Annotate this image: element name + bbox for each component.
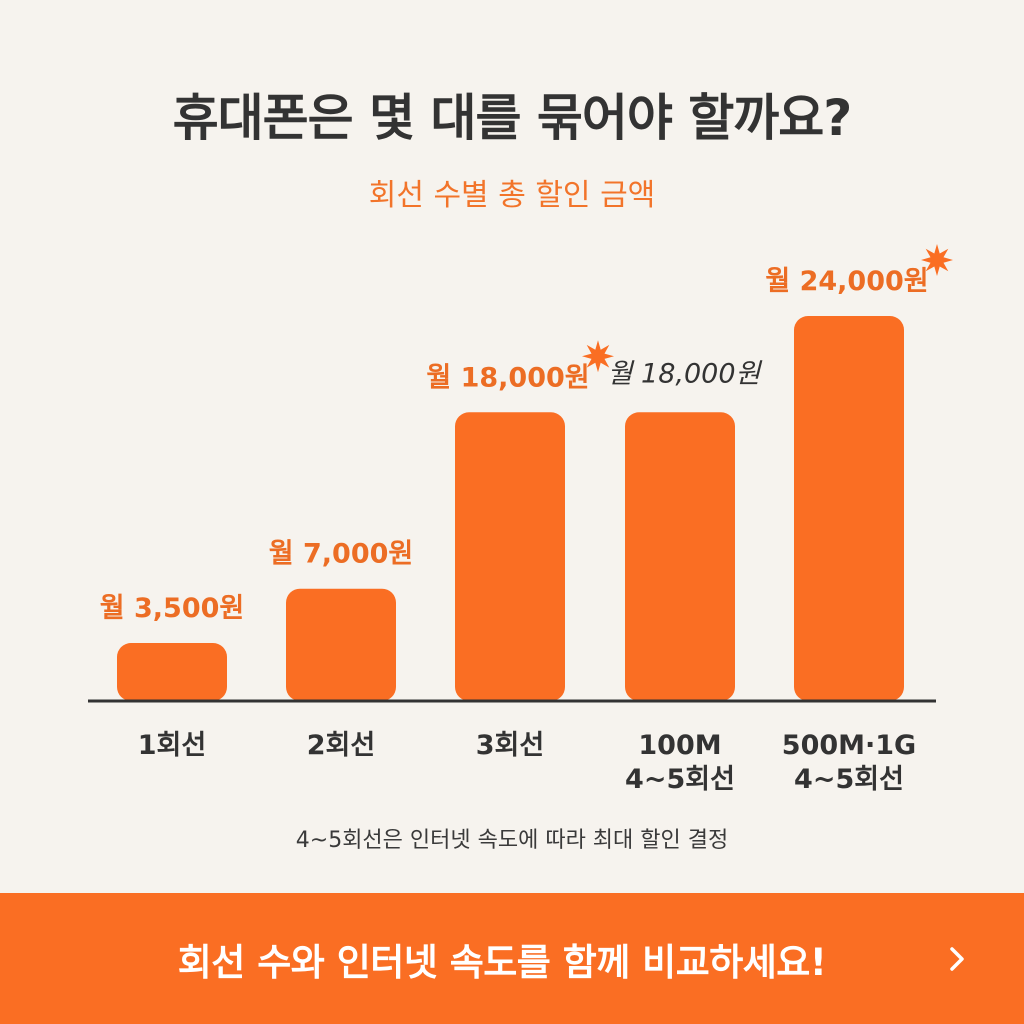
data-label: 월 18,000원	[426, 362, 589, 393]
bar	[455, 412, 565, 701]
category-label: 2회선	[307, 730, 375, 761]
data-label: 월 7,000원	[269, 539, 413, 570]
bar	[286, 588, 396, 701]
category-label: 3회선	[476, 730, 544, 761]
bar	[625, 412, 735, 701]
data-label: 월 3,500원	[100, 593, 244, 624]
bar	[794, 316, 904, 701]
compare-cta-button[interactable]: 회선 수와 인터넷 속도를 함께 비교하세요!	[0, 893, 1024, 1024]
cta-label: 회선 수와 인터넷 속도를 함께 비교하세요!	[177, 940, 827, 984]
page-title: 휴대폰은 몇 대를 묶어야 할까요?	[172, 89, 853, 147]
bar	[117, 643, 227, 701]
data-label: 월 18,000원	[608, 358, 763, 389]
chevron-right-icon	[950, 946, 964, 971]
page-subtitle: 회선 수별 총 할인 금액	[368, 178, 656, 213]
highlight-burst-icon	[921, 244, 953, 276]
data-label: 월 24,000원	[765, 266, 928, 297]
footnote: 4~5회선은 인터넷 속도에 따라 최대 할인 결정	[295, 828, 729, 853]
category-label: 1회선	[138, 730, 206, 761]
highlight-burst-icon	[582, 340, 614, 373]
bar-chart: 월 3,500원 1회선 월 7,000원 2회선 월 18,000원 3회선 월 18,0…	[88, 244, 953, 795]
category-label: 500M·1G 4~5회선	[782, 730, 916, 795]
category-label: 100M 4~5회선	[625, 730, 735, 795]
